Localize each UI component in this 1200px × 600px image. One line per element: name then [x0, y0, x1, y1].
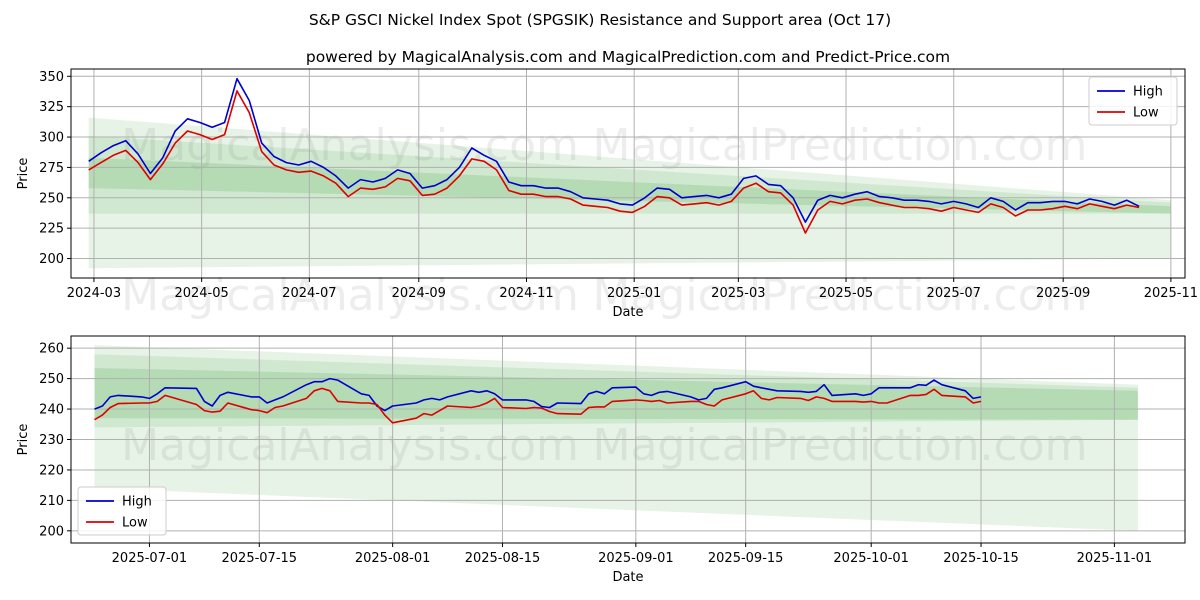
x-tick-label: 2024-09	[392, 286, 446, 301]
x-tick-label: 2025-10-15	[943, 551, 1019, 566]
x-tick-label: 2025-09-15	[708, 551, 784, 566]
support-resistance-band	[88, 117, 1171, 269]
x-tick-label: 2025-11-01	[1077, 551, 1153, 566]
chart-title: S&P GSCI Nickel Index Spot (SPGSIK) Resi…	[309, 11, 891, 29]
legend-box	[1088, 76, 1178, 126]
series-line-high	[94, 377, 982, 412]
series-line-high	[88, 77, 1140, 223]
x-tick-label: 2025-10-01	[833, 551, 909, 566]
series-line-low	[94, 387, 982, 424]
x-tick-label: 2025-08-01	[355, 551, 431, 566]
legend-label-high: High	[1133, 85, 1163, 100]
legend-label-low: Low	[122, 516, 148, 531]
x-tick-label: 2024-05	[174, 286, 228, 301]
y-tick-label: 250	[39, 191, 64, 206]
legend-label-high: High	[122, 495, 152, 510]
plot-frame	[70, 68, 1186, 279]
legend: High Low	[1088, 76, 1178, 126]
x-axis-label: Date	[612, 570, 643, 585]
watermark-text: MagicalPrediction.com	[593, 420, 1088, 471]
support-resistance-band	[94, 345, 1138, 531]
y-tick-label: 200	[39, 524, 64, 539]
x-tick-label: 2025-08-15	[465, 551, 541, 566]
y-tick-label: 220	[39, 463, 64, 478]
x-tick-label: 2025-01	[607, 286, 661, 301]
y-tick-label: 200	[39, 252, 64, 267]
x-tick-label: 2025-07	[927, 286, 981, 301]
y-tick-label: 275	[39, 161, 64, 176]
y-tick-label: 240	[39, 403, 64, 418]
x-tick-label: 2025-03	[711, 286, 765, 301]
y-tick-label: 210	[39, 494, 64, 509]
x-tick-label: 2025-05	[819, 286, 873, 301]
watermark-text: MagicalPrediction.com	[593, 120, 1088, 171]
y-axis-label: Price	[16, 158, 31, 190]
x-tick-label: 2025-11	[1144, 286, 1198, 301]
y-tick-label: 230	[39, 433, 64, 448]
y-axis-label: Price	[16, 424, 31, 456]
y-tick-label: 225	[39, 222, 64, 237]
x-tick-label: 2024-11	[499, 286, 553, 301]
legend-box	[77, 486, 167, 536]
x-tick-label: 2025-09	[1036, 286, 1090, 301]
legend: High Low	[77, 486, 167, 536]
plot-frame	[70, 335, 1186, 544]
y-tick-label: 325	[39, 100, 64, 115]
x-tick-label: 2025-07-01	[112, 551, 188, 566]
legend-label-low: Low	[1133, 106, 1159, 121]
x-axis-label: Date	[612, 305, 643, 320]
series-line-low	[88, 90, 1140, 234]
chart-panel-2: MagicalAnalysis.com MagicalPrediction.com…	[16, 335, 1186, 585]
watermark-text: MagicalAnalysis.com	[121, 120, 579, 171]
x-tick-label: 2024-07	[282, 286, 336, 301]
x-tick-label: 2024-03	[67, 286, 121, 301]
chart-panel-1: MagicalAnalysis.comMagicalAnalysis.comMa…	[16, 68, 1198, 321]
y-tick-label: 260	[39, 342, 64, 357]
y-tick-label: 300	[39, 131, 64, 146]
x-tick-label: 2025-07-15	[222, 551, 298, 566]
support-resistance-band	[94, 367, 1138, 420]
x-tick-label: 2025-09-01	[598, 551, 674, 566]
y-tick-label: 350	[39, 70, 64, 85]
support-resistance-band	[88, 135, 1171, 214]
chart-subtitle: powered by MagicalAnalysis.com and Magic…	[306, 48, 950, 66]
y-tick-label: 250	[39, 372, 64, 387]
